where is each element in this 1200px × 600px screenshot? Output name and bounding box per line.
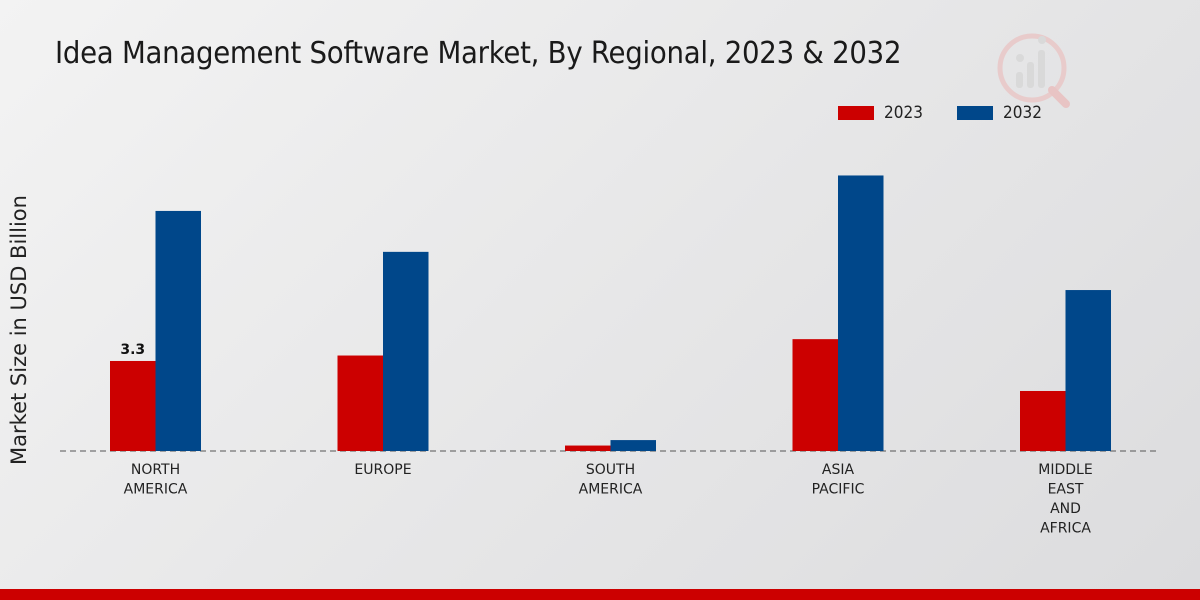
x-tick-label-line: PACIFIC: [812, 482, 865, 498]
legend-item-2023: 2023: [838, 103, 927, 123]
watermark-logo-icon: [997, 33, 1070, 108]
bar-2032-europe: [383, 251, 429, 451]
bottom-accent-bar: [0, 589, 1200, 600]
bar-2032-middle-east-and-africa: [1065, 290, 1111, 451]
legend-swatch-2032: [957, 106, 993, 120]
x-tick-label-line: MIDDLE: [1038, 462, 1092, 478]
x-tick-label-asia-pacific: ASIA PACIFIC: [812, 462, 865, 498]
legend-label-2023: 2023: [884, 103, 923, 123]
x-tick-label-line: EAST: [1048, 482, 1084, 498]
data-labels: 3.3: [120, 342, 145, 358]
bar-2023-middle-east-and-africa: [1020, 390, 1066, 451]
x-tick-label-south-america: SOUTH AMERICA: [579, 462, 643, 498]
bar-2032-north-america: [155, 210, 201, 451]
x-tick-label-line: SOUTH: [586, 462, 635, 478]
x-tick-label-line: NORTH: [131, 462, 180, 478]
x-tick-label-line: AMERICA: [579, 482, 643, 498]
y-axis-label: Market Size in USD Billion: [7, 195, 31, 465]
legend-swatch-2023: [838, 106, 874, 120]
x-tick-label-line: AMERICA: [124, 482, 188, 498]
x-tick-label-north-america: NORTH AMERICA: [124, 462, 188, 498]
chart-title: Idea Management Software Market, By Regi…: [55, 36, 902, 71]
x-tick-label-line: ASIA: [822, 462, 855, 478]
legend-item-2032: 2032: [957, 103, 1046, 123]
x-tick-label-line: AFRICA: [1040, 521, 1091, 537]
bar-2023-north-america: [110, 360, 156, 451]
x-tick-label-line: EUROPE: [354, 462, 411, 478]
x-tick-label-europe: EUROPE: [354, 462, 411, 478]
legend-label-2032: 2032: [1003, 103, 1042, 123]
bars-group: [110, 175, 1111, 452]
x-tick-label-line: AND: [1050, 501, 1081, 517]
data-label: 3.3: [120, 342, 145, 358]
bar-2023-europe: [337, 355, 383, 451]
bar-2023-asia-pacific: [792, 339, 838, 451]
bar-2032-asia-pacific: [838, 175, 884, 452]
bar-2023-south-america: [565, 445, 611, 451]
x-tick-labels: NORTH AMERICA EUROPE SOUTH AMERICA ASIA PACIFI…: [124, 462, 1093, 537]
bar-2032-south-america: [610, 440, 656, 451]
x-tick-label-middle-east-and-africa: MIDDLE EAST AND AFRICA: [1038, 462, 1092, 537]
